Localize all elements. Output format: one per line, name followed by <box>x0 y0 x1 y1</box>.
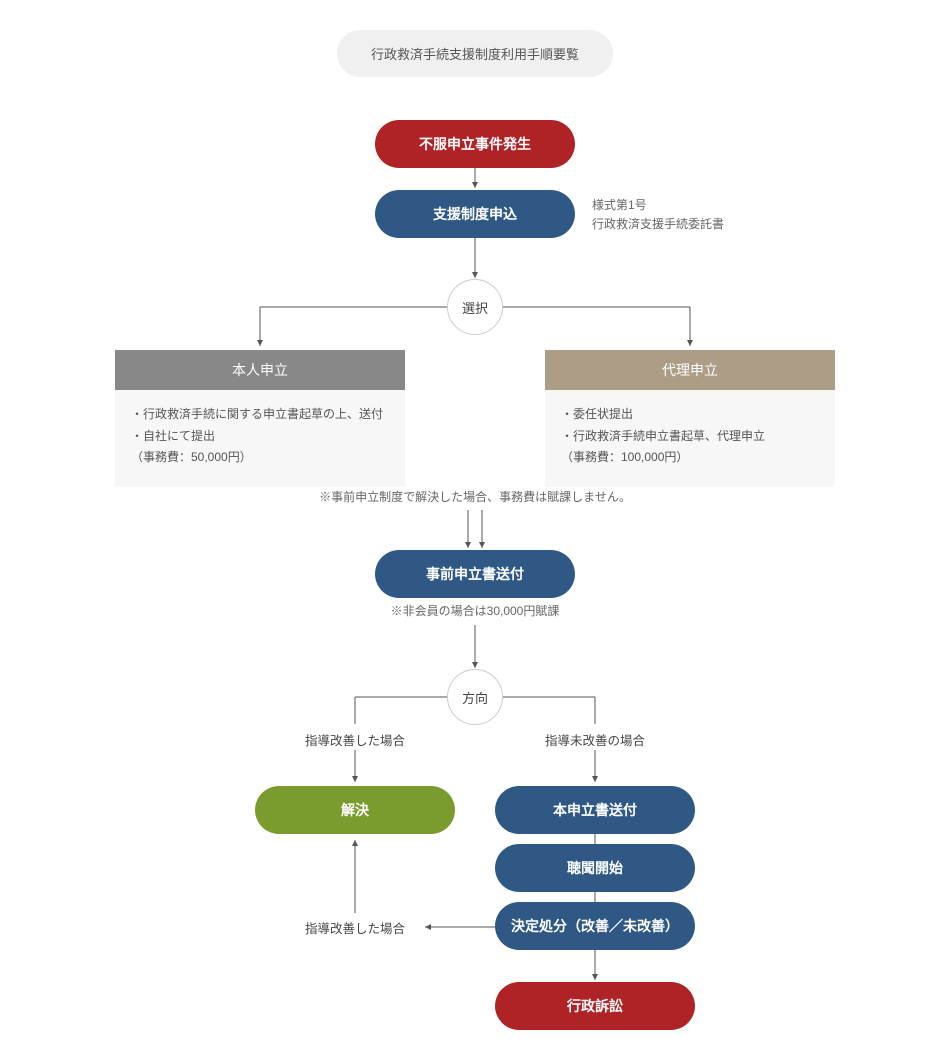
apply-note-line1: 様式第1号 <box>592 196 724 215</box>
node-litigation: 行政訴訟 <box>495 982 695 1030</box>
branch-improved-label: 指導改善した場合 <box>300 730 410 749</box>
node-apply: 支援制度申込 <box>375 190 575 238</box>
choice-direction: 方向 <box>447 669 503 725</box>
branch-not-improved-label: 指導未改善の場合 <box>540 730 650 749</box>
nonmember-note: ※非会員の場合は30,000円賦課 <box>391 602 560 621</box>
connector-lines <box>0 20 950 1040</box>
node-main-submit: 本申立書送付 <box>495 786 695 834</box>
decision-improved-label: 指導改善した場合 <box>300 918 410 937</box>
option-proxy: 代理申立 ・委任状提出 ・行政救済手続申立書起草、代理申立 （事務費：100,0… <box>545 350 835 487</box>
option-self: 本人申立 ・行政救済手続に関する申立書起草の上、送付 ・自社にて提出 （事務費：… <box>115 350 405 487</box>
diagram-title: 行政救済手続支援制度利用手順要覧 <box>337 30 613 77</box>
node-resolve: 解決 <box>255 786 455 834</box>
choice-select: 選択 <box>447 279 503 335</box>
node-decision: 決定処分（改善／未改善） <box>495 902 695 950</box>
fee-note: ※事前申立制度で解決した場合、事務費は賦課しません。 <box>319 488 631 507</box>
option-self-body: ・行政救済手続に関する申立書起草の上、送付 ・自社にて提出 （事務費：50,00… <box>115 390 405 487</box>
option-self-header: 本人申立 <box>115 350 405 390</box>
node-hearing: 聴聞開始 <box>495 844 695 892</box>
node-start: 不服申立事件発生 <box>375 120 575 168</box>
flowchart-canvas: 行政救済手続支援制度利用手順要覧 不服申立事件発生 支援制度申込 様式第1号 行… <box>0 20 950 1040</box>
apply-side-note: 様式第1号 行政救済支援手続委託書 <box>592 196 724 234</box>
option-proxy-body: ・委任状提出 ・行政救済手続申立書起草、代理申立 （事務費：100,000円） <box>545 390 835 487</box>
node-pre-submit: 事前申立書送付 <box>375 550 575 598</box>
option-proxy-header: 代理申立 <box>545 350 835 390</box>
apply-note-line2: 行政救済支援手続委託書 <box>592 215 724 234</box>
